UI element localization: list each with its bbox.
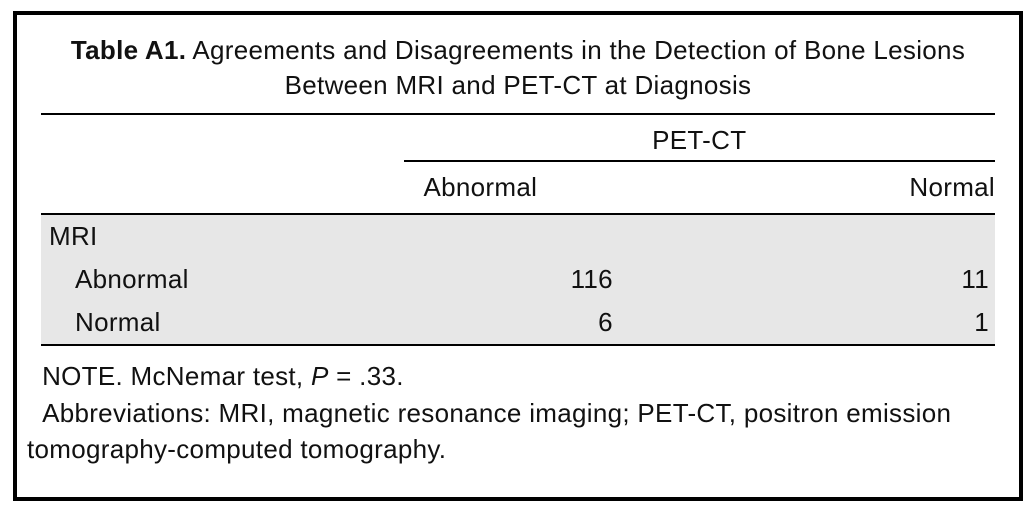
table-note: NOTE. McNemar test, P = .33. Abbreviatio… xyxy=(17,346,1019,467)
note-line3: tomography-computed tomography. xyxy=(27,434,446,464)
column-group-header: PET-CT xyxy=(404,125,995,160)
table-row: Normal 6 1 xyxy=(41,301,995,345)
caption-text-2: Between MRI and PET-CT at Diagnosis xyxy=(285,70,752,100)
cell-value: 11 xyxy=(623,258,995,301)
cell-value: 1 xyxy=(623,301,995,345)
contingency-table: PET-CT Abnormal Normal MRI Abnormal 116 … xyxy=(41,115,995,346)
cell-value: 116 xyxy=(404,258,623,301)
note-p-symbol: P xyxy=(311,361,329,391)
note-line1b: = .33. xyxy=(329,361,404,391)
table-panel: Table A1. Agreements and Disagreements i… xyxy=(13,11,1023,501)
table-label: Table A1. xyxy=(71,35,186,65)
table-caption: Table A1. Agreements and Disagreements i… xyxy=(17,33,1019,113)
cell-value: 6 xyxy=(404,301,623,345)
row-label: Abnormal xyxy=(41,258,404,301)
column-header-abnormal: Abnormal xyxy=(404,161,623,214)
column-header-normal: Normal xyxy=(623,161,995,214)
note-line1a: NOTE. McNemar test, xyxy=(42,361,311,391)
table-row: Abnormal 116 11 xyxy=(41,258,995,301)
row-label: Normal xyxy=(41,301,404,345)
row-group-header: MRI xyxy=(41,214,404,258)
caption-text-1: Agreements and Disagreements in the Dete… xyxy=(186,35,965,65)
note-line2: Abbreviations: MRI, magnetic resonance i… xyxy=(42,398,951,428)
